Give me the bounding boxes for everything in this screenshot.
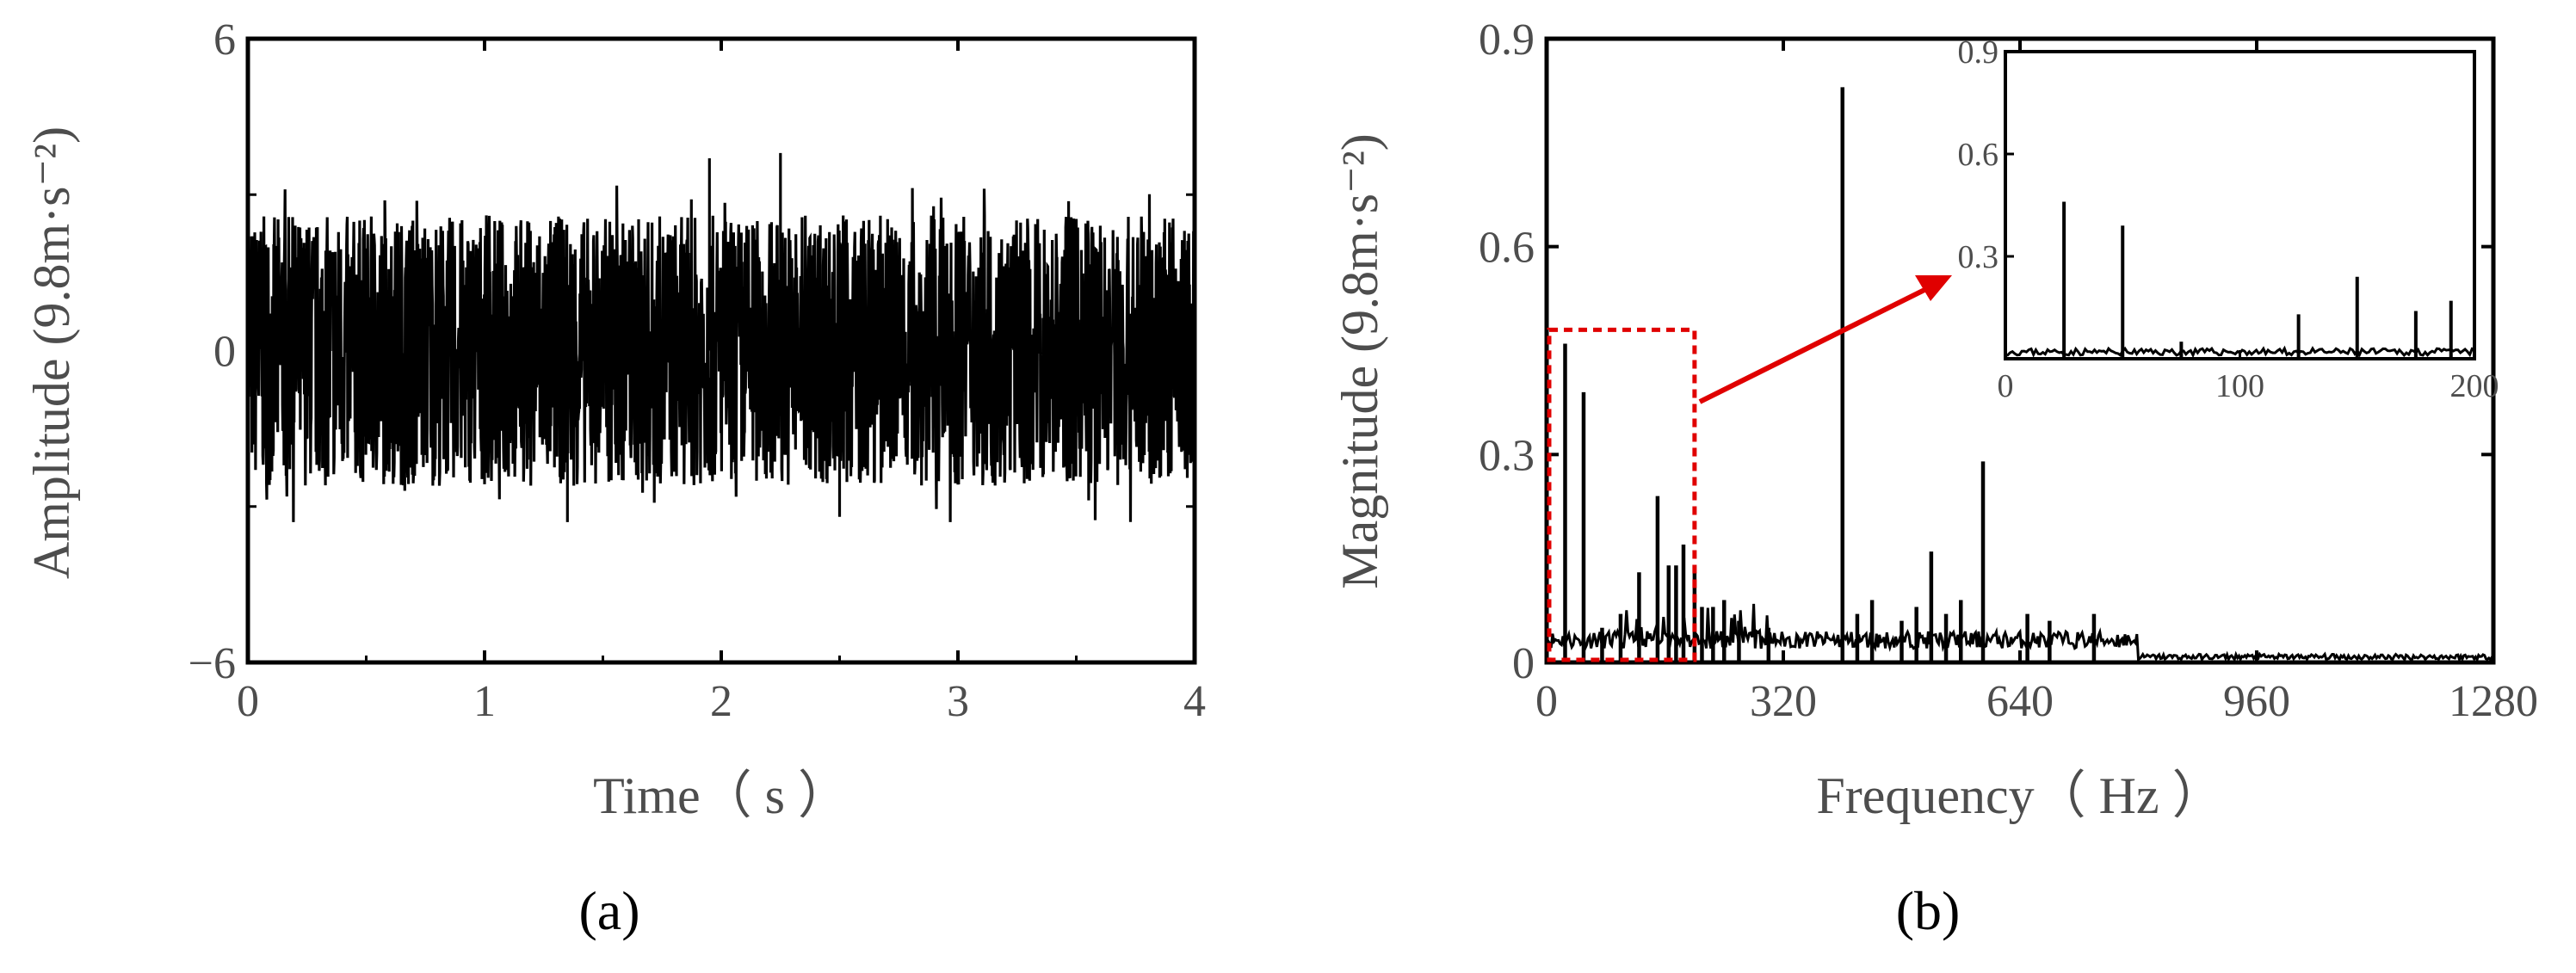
panel-a-x-axis-label: Time（ s ） bbox=[593, 767, 849, 824]
panel-b-spectrum-trace bbox=[1545, 87, 2495, 663]
inset-x-tick-label: 200 bbox=[2450, 368, 2499, 404]
inset-y-tick-label: 0.3 bbox=[1958, 239, 1999, 275]
panel-a-x-ticks: 0 1 2 3 4 bbox=[237, 39, 1206, 726]
panel-b-label: (b) bbox=[1896, 880, 1961, 941]
panel-b-x-ticks: 0 320 640 960 1280 bbox=[1535, 39, 2538, 726]
panel-a-y-axis-label: Amplitude (9.8m·s⁻²) bbox=[23, 126, 80, 579]
panel-b-highlight-box bbox=[1547, 327, 1697, 662]
inset-frame bbox=[2004, 50, 2476, 360]
panel-b-zoom-arrow-line bbox=[1698, 281, 1938, 404]
inset-y-tick-label: 0.6 bbox=[1958, 137, 1999, 173]
panel-b-y-tick-label: 0.9 bbox=[1479, 15, 1535, 65]
panel-b-y-tick-label: 0 bbox=[1512, 639, 1535, 688]
inset-y-tick-label: 0.9 bbox=[1958, 34, 1999, 71]
panel-a-signal-line bbox=[246, 152, 1196, 522]
panel-b-noise-floor bbox=[1545, 603, 2495, 663]
inset-y-ticks: 0.3 0.6 0.9 bbox=[1958, 34, 2014, 275]
panel-b-zoom-arrow-head bbox=[1915, 275, 1952, 301]
panel-b-x-tick-label: 0 bbox=[1535, 677, 1558, 726]
panel-b-x-tick-label: 320 bbox=[1750, 677, 1817, 726]
panel-b-y-tick-label: 0.6 bbox=[1479, 224, 1535, 273]
inset-x-tick-label: 0 bbox=[1998, 368, 2014, 404]
panel-a-y-tick-label: 0 bbox=[213, 328, 236, 377]
panel-b-spectrum: 0 320 640 960 1280 0 0.3 0.6 0.9 0 100 200 0.3 0.6… bbox=[1331, 15, 2538, 941]
panel-a-x-tick-label: 2 bbox=[710, 677, 732, 726]
panel-b-inset: 0 100 200 0.3 0.6 0.9 bbox=[1958, 34, 2499, 404]
inset-x-tick-label: 100 bbox=[2215, 368, 2264, 404]
panel-a-x-tick-label: 0 bbox=[237, 677, 259, 726]
panel-b-x-tick-label: 960 bbox=[2223, 677, 2290, 726]
panel-b-x-tick-label: 1280 bbox=[2449, 677, 2538, 726]
panel-a-x-tick-label: 1 bbox=[473, 677, 496, 726]
panel-a-x-tick-label: 3 bbox=[947, 677, 969, 726]
panel-b-y-ticks: 0 0.3 0.6 0.9 bbox=[1479, 15, 2493, 688]
panel-b-x-tick-label: 640 bbox=[1986, 677, 2054, 726]
panel-a-y-ticks: −6 0 6 bbox=[188, 15, 1195, 688]
panel-a-x-tick-label: 4 bbox=[1183, 677, 1206, 726]
panel-a-y-tick-label: −6 bbox=[188, 639, 236, 688]
panel-a-y-tick-label: 6 bbox=[213, 15, 236, 65]
inset-x-ticks: 0 100 200 bbox=[1998, 350, 2499, 404]
panel-b-x-axis-label: Frequency（ Hz ） bbox=[1816, 767, 2223, 824]
panel-b-y-tick-label: 0.3 bbox=[1479, 431, 1535, 480]
panel-b-y-axis-label: Magnitude (9.8m·s⁻²) bbox=[1331, 133, 1388, 589]
panel-a-label: (a) bbox=[578, 880, 639, 941]
panel-a-signal-trace bbox=[246, 152, 1196, 522]
